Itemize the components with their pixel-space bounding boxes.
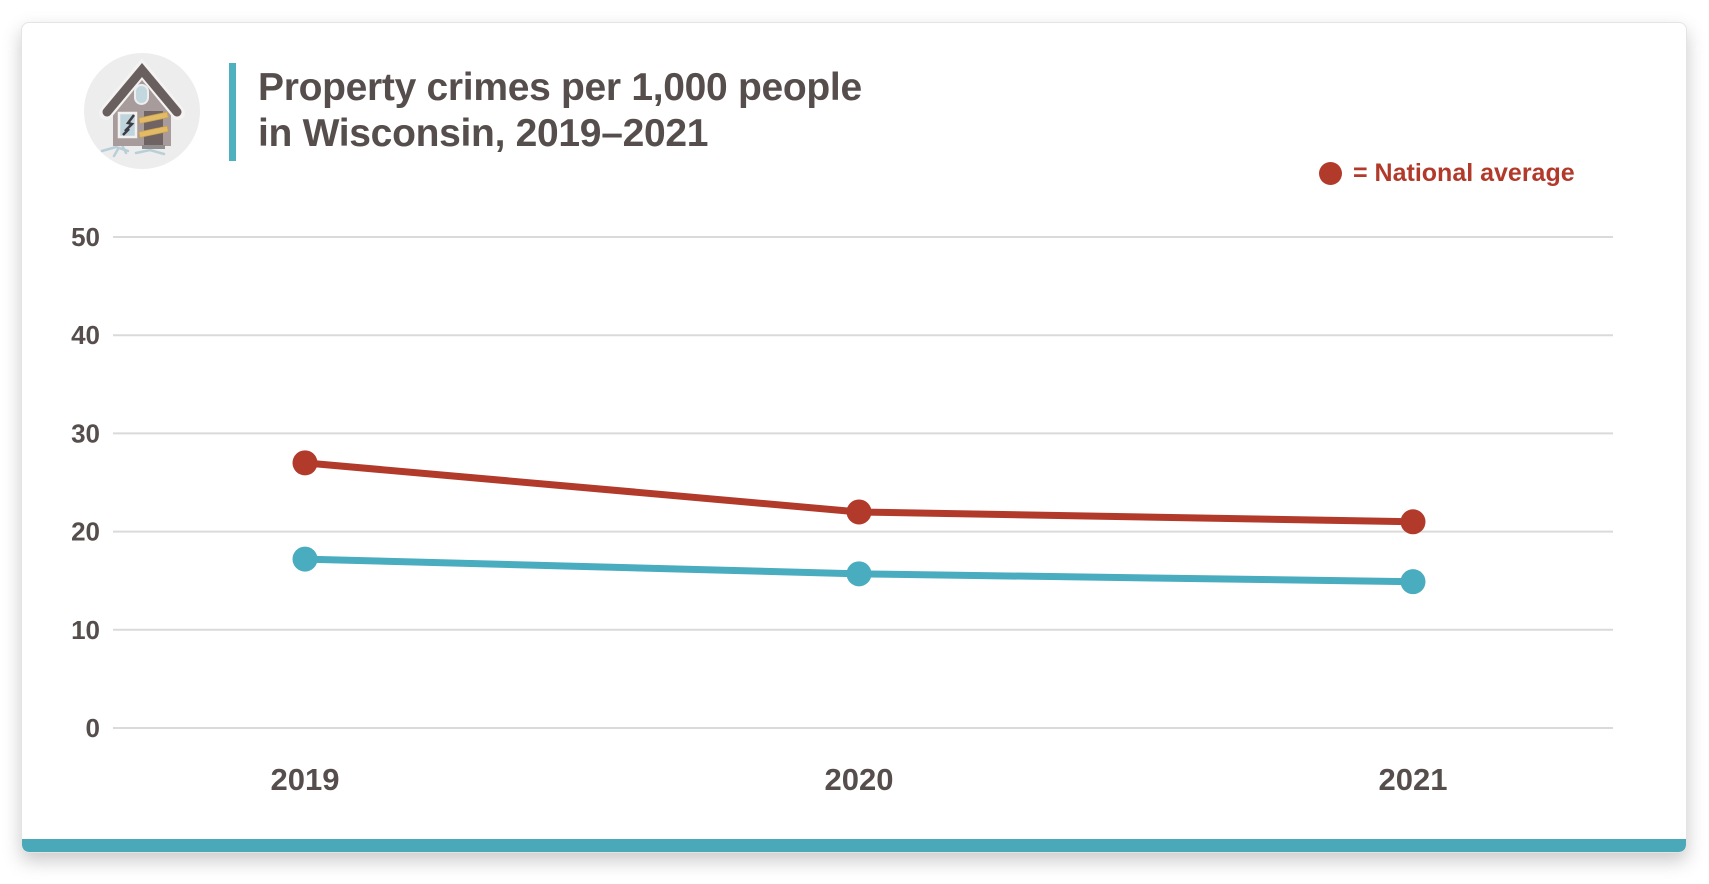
chart-title: Property crimes per 1,000 people in Wisc…	[258, 65, 862, 157]
y-tick-label-10: 10	[71, 615, 100, 645]
title-accent-bar	[229, 63, 236, 161]
y-tick-label-0: 0	[86, 713, 100, 743]
vandalized-house-icon	[84, 53, 200, 169]
data-point-wisconsin-2019	[292, 546, 318, 572]
infographic-card: Property crimes per 1,000 people in Wisc…	[21, 22, 1687, 853]
data-point-wisconsin-2020	[846, 561, 872, 587]
y-tick-label-30: 30	[71, 418, 100, 448]
x-tick-label-2019: 2019	[271, 762, 340, 797]
y-tick-label-50: 50	[71, 222, 100, 252]
line-chart: 0 10 20 30 40 50 2019 2020 2021	[71, 222, 1613, 797]
data-point-national-average-2019	[292, 450, 318, 476]
legend-label: = National average	[1353, 159, 1575, 187]
x-tick-label-2021: 2021	[1379, 762, 1448, 797]
y-tick-label-40: 40	[71, 320, 100, 350]
data-point-national-average-2020	[846, 499, 872, 525]
y-tick-label-20: 20	[71, 517, 100, 547]
data-point-wisconsin-2021	[1400, 569, 1426, 595]
bottom-accent-bar	[22, 839, 1686, 852]
chart-title-line1: Property crimes per 1,000 people	[258, 66, 862, 109]
data-point-national-average-2021	[1400, 509, 1426, 535]
legend: = National average	[1319, 159, 1575, 188]
legend-red-dot-icon	[1319, 162, 1342, 185]
chart-title-line2: in Wisconsin, 2019–2021	[258, 112, 709, 155]
vandalized-house-icon-svg	[84, 53, 200, 169]
x-tick-label-2020: 2020	[825, 762, 894, 797]
